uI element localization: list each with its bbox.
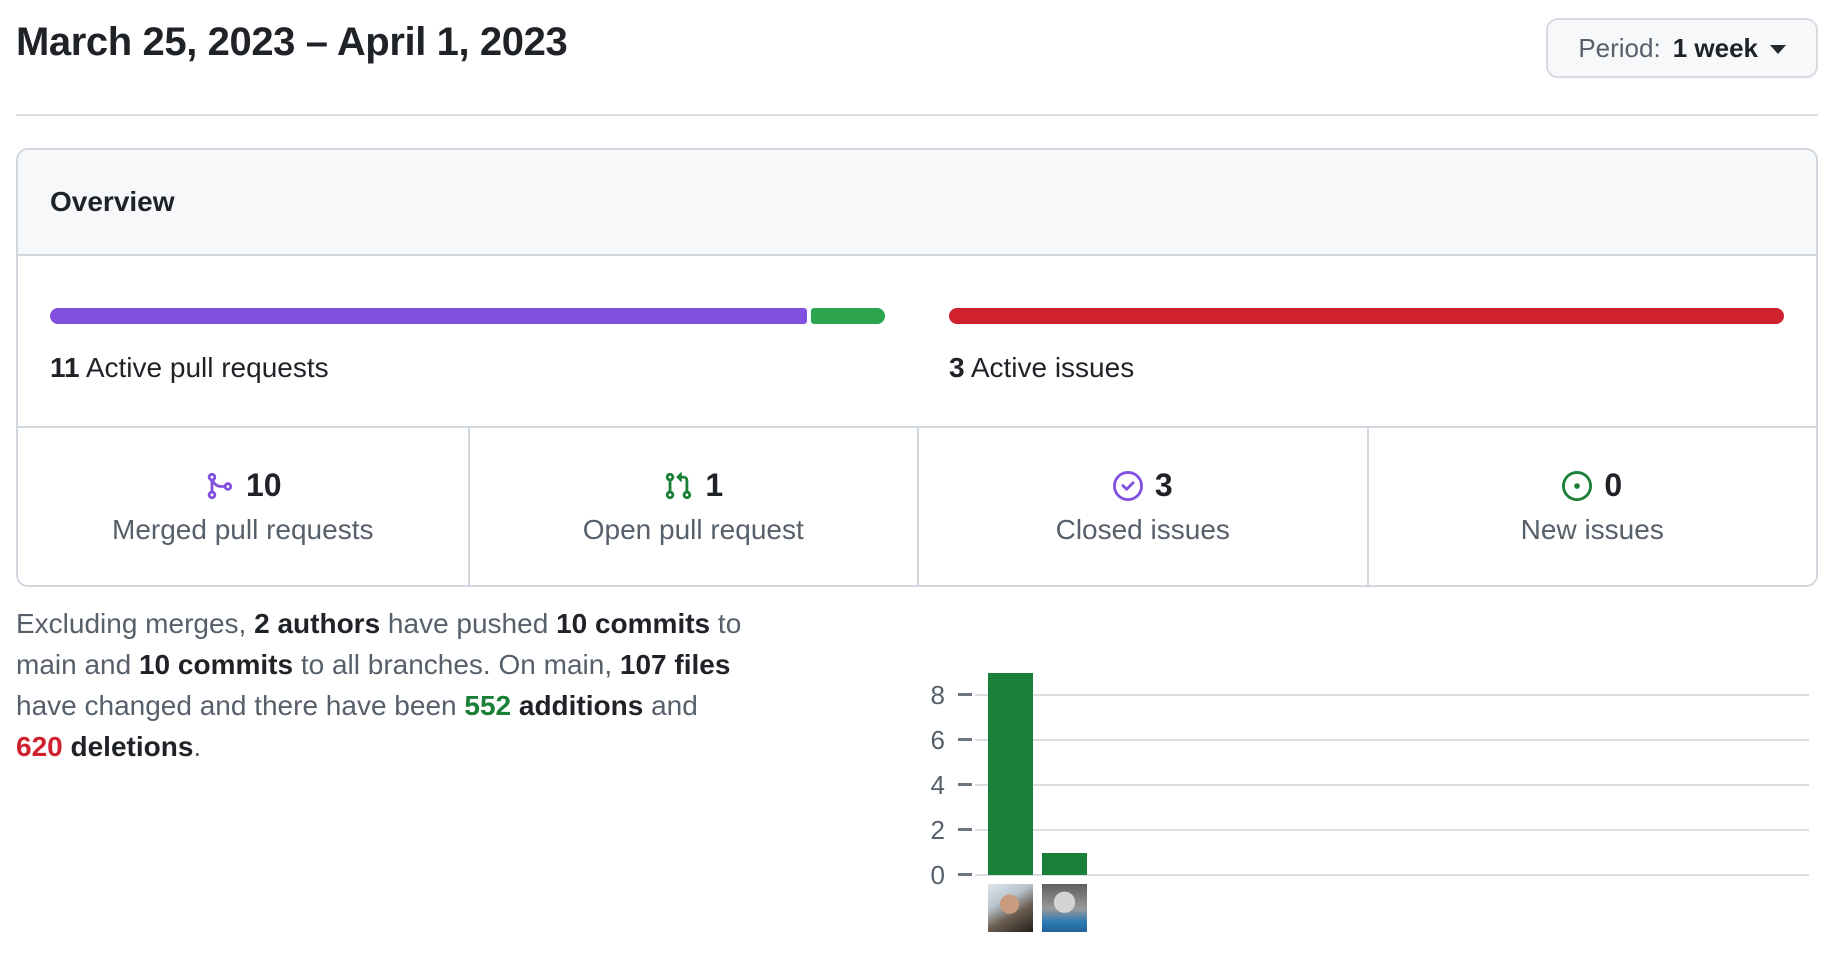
active-pull-requests-label: 11 Active pull requests — [50, 348, 885, 388]
y-axis-tick — [958, 693, 972, 697]
stat-closed-issues[interactable]: 3 Closed issues — [917, 428, 1367, 585]
overview-card: Overview 11 Active pull requests 3 Activ… — [16, 148, 1818, 587]
author-avatar[interactable] — [988, 884, 1033, 932]
git-pull-request-icon — [663, 471, 693, 501]
header-divider — [16, 114, 1818, 116]
overview-stats-row: 10 Merged pull requests 1 Open pull requ… — [18, 426, 1816, 585]
pulse-page: March 25, 2023 – April 1, 2023 Period: 1… — [16, 0, 1818, 932]
active-pull-requests-text: Active pull requests — [79, 352, 329, 383]
issues-meter: 3 Active issues — [917, 256, 1816, 426]
merged-pull-requests-segment — [50, 308, 807, 324]
stat-merged-value: 10 — [245, 467, 282, 503]
commits-per-author-chart: 0 2 4 6 8 — [920, 673, 1809, 932]
chart-gridline — [975, 694, 1809, 697]
stat-open-top: 1 — [663, 467, 723, 504]
chart-gridline — [975, 874, 1809, 876]
period-label: Period: — [1578, 32, 1661, 63]
y-axis-tick-label: 6 — [930, 725, 945, 756]
chart-gridline — [975, 739, 1809, 742]
git-merge-icon — [204, 471, 234, 501]
stat-open-pull-requests[interactable]: 1 Open pull request — [467, 428, 917, 585]
pull-requests-meter: 11 Active pull requests — [18, 256, 917, 426]
issue-opened-icon — [1562, 470, 1593, 501]
issues-meter-bar — [949, 308, 1784, 324]
commit-count-bar — [1042, 852, 1087, 875]
chart-gridline — [975, 784, 1809, 787]
active-issues-segment — [949, 308, 1784, 324]
page-title: March 25, 2023 – April 1, 2023 — [16, 20, 568, 64]
stat-closed-label: Closed issues — [1055, 514, 1230, 545]
period-value: 1 week — [1672, 32, 1758, 63]
issue-closed-icon — [1112, 470, 1143, 501]
diffstat-summary: Excluding merges, 2 authors have pushed … — [16, 608, 742, 762]
overview-title: Overview — [50, 186, 175, 217]
stat-open-label: Open pull request — [582, 514, 804, 545]
active-issues-text: Active issues — [964, 352, 1135, 383]
overview-card-header: Overview — [18, 150, 1816, 256]
stat-new-label: New issues — [1520, 514, 1664, 545]
y-axis-tick — [958, 783, 972, 787]
y-axis-tick-label: 8 — [930, 680, 945, 711]
stat-new-issues[interactable]: 0 New issues — [1366, 428, 1816, 585]
meters-row: 11 Active pull requests 3 Active issues — [18, 256, 1816, 426]
y-axis-tick — [958, 873, 972, 876]
y-axis-tick-label: 0 — [930, 860, 945, 890]
stat-merged-pull-requests[interactable]: 10 Merged pull requests — [18, 428, 468, 585]
active-pull-requests-count: 11 — [50, 352, 80, 383]
y-axis-tick — [958, 828, 972, 832]
chart-gridline — [975, 829, 1809, 832]
y-axis-tick — [958, 738, 972, 742]
pull-requests-meter-bar — [50, 308, 885, 324]
bottom-section: Excluding merges, 2 authors have pushed … — [16, 603, 1818, 932]
open-pull-requests-segment — [810, 308, 885, 324]
stat-closed-top: 3 — [1112, 467, 1173, 504]
stat-merged-top: 10 — [204, 467, 282, 504]
stat-closed-value: 3 — [1154, 467, 1173, 503]
author-avatar[interactable] — [1042, 884, 1087, 932]
period-dropdown-button[interactable]: Period: 1 week — [1546, 18, 1818, 78]
active-issues-count: 3 — [949, 352, 965, 383]
stat-new-value: 0 — [1604, 467, 1623, 503]
page-header: March 25, 2023 – April 1, 2023 Period: 1… — [16, 0, 1818, 78]
active-issues-label: 3 Active issues — [949, 348, 1784, 388]
chevron-down-icon — [1770, 45, 1786, 54]
y-axis-tick-label: 2 — [930, 815, 945, 846]
chart-plot-area: 0 2 4 6 8 — [931, 673, 1809, 932]
stat-merged-label: Merged pull requests — [112, 514, 374, 545]
stat-open-value: 1 — [705, 467, 724, 503]
commit-count-bar — [988, 673, 1033, 875]
y-axis-tick-label: 4 — [930, 770, 945, 801]
stat-new-top: 0 — [1562, 467, 1622, 504]
